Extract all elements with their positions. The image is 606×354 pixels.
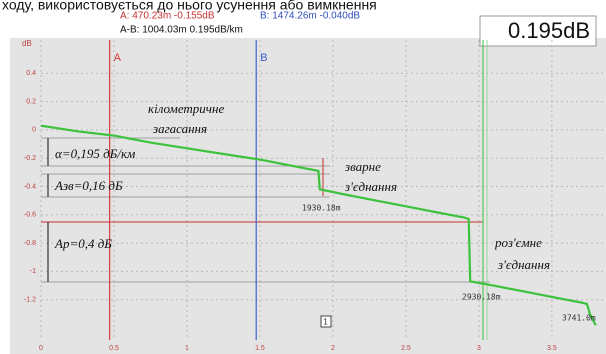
annotation: Ар=0,4 дБ [54, 236, 112, 251]
annotation: кілометричне [148, 101, 224, 116]
y-tick-label: 0.2 [26, 98, 36, 105]
y-tick-label: -1 [30, 268, 36, 275]
y-tick-label: 0.4 [26, 70, 36, 77]
y-unit: dB [22, 39, 32, 48]
cursor-label: A [114, 52, 122, 64]
y-tick-label: -0.2 [24, 155, 36, 162]
annotation: з'єднання [497, 257, 550, 272]
chart: ходу, використовується до нього усунення… [0, 0, 606, 354]
annotation: Азв=0,16 дБ [54, 178, 123, 193]
annotation: загасання [152, 121, 207, 136]
y-tick-label: -1.2 [24, 297, 36, 304]
x-tick-label: 2 [331, 345, 335, 352]
y-tick-label: 0 [32, 127, 36, 134]
x-tick-label: 3 [477, 345, 481, 352]
y-tick-label: -0.6 [24, 212, 36, 219]
reading: 0.195dB [508, 18, 590, 43]
annotation: роз'ємне [494, 235, 542, 250]
annotation: 1930.18m [302, 204, 341, 213]
y-tick-label: -0.4 [24, 183, 36, 190]
cursor-label: B [260, 52, 267, 64]
annotation: з'єднання [344, 179, 397, 194]
x-tick-label: 1 [185, 345, 189, 352]
cursor-b: B: 1474.26m -0.040dB [260, 11, 360, 22]
x-tick-label: 0.5 [109, 345, 119, 352]
y-tick-label: -0.8 [24, 240, 36, 247]
annotation: 3741.0m [562, 314, 596, 323]
x-tick-label: 2.5 [401, 345, 411, 352]
page: ходу, використовується до нього усунення… [0, 0, 606, 354]
annotation: 1 [323, 318, 328, 327]
x-tick-label: 1.5 [255, 345, 265, 352]
plot-area [10, 38, 606, 354]
annotation: α=0,195 дБ/км [55, 146, 135, 161]
x-tick-label: 3.5 [547, 345, 557, 352]
x-tick-label: 0 [39, 345, 43, 352]
annotation: зварне [344, 159, 381, 174]
annotation: 2930.18m [462, 293, 501, 302]
cursor-a: A: 470.23m -0.155dB [120, 11, 215, 22]
cursor-ab: A-B: 1004.03m 0.195dB/km [120, 25, 243, 36]
